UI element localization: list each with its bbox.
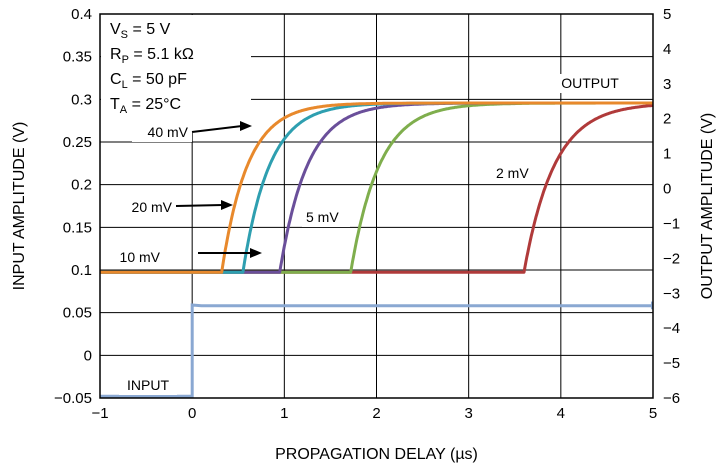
- annotation-od40: 40 mV: [148, 124, 189, 140]
- y-tick-label-left: 0.2: [71, 177, 92, 194]
- y-tick-label-left: 0.4: [71, 6, 92, 23]
- condition-value: = 25°C: [127, 96, 181, 113]
- y-tick-label-right: −4: [663, 320, 680, 337]
- y-tick-label-right: 4: [663, 41, 671, 58]
- y-tick-label-left: 0: [84, 347, 92, 364]
- condition-subscript: S: [121, 29, 128, 41]
- y-tick-label-left: 0.15: [63, 219, 92, 236]
- condition-value: = 5 V: [128, 21, 171, 38]
- y-tick-label-left: 0.35: [63, 49, 92, 66]
- y-tick-label-right: −3: [663, 285, 680, 302]
- y-axis-title-right: OUTPUT AMPLITUDE (V): [699, 113, 716, 299]
- y-tick-label-left: 0.05: [63, 305, 92, 322]
- x-tick-label: 3: [464, 405, 472, 422]
- condition-subscript: P: [122, 54, 129, 66]
- annotation-backdrop: [492, 164, 538, 183]
- x-tick-label: 4: [557, 405, 565, 422]
- annotation-backdrop: [119, 376, 177, 395]
- annotation-arrowhead: [221, 200, 233, 210]
- condition-line: VS = 5 V: [110, 21, 171, 41]
- annotation-arrow-shaft: [175, 204, 224, 207]
- condition-value: = 50 pF: [128, 71, 187, 88]
- y-tick-label-right: 1: [663, 146, 671, 163]
- annotation-input: INPUT: [127, 377, 169, 393]
- annotation-backdrop: [116, 198, 176, 217]
- annotation-backdrop: [132, 123, 192, 142]
- y-tick-label-left: 0.25: [63, 134, 92, 151]
- y-tick-label-right: 3: [663, 76, 671, 93]
- conditions-box: [101, 15, 251, 133]
- x-tick-label: 1: [280, 405, 288, 422]
- annotation-od2: 2 mV: [496, 165, 529, 181]
- annotations: OUTPUT INPUT 40 mV 20 mV 10 mV 5 mV 2 mV: [104, 74, 625, 395]
- series-layer: [99, 101, 654, 398]
- x-tick-label: 2: [372, 405, 380, 422]
- condition-line: RP = 5.1 kΩ: [110, 46, 194, 66]
- condition-symbol: T: [110, 96, 120, 113]
- y-tick-label-right: 5: [663, 6, 671, 23]
- annotation-arrowhead: [250, 248, 262, 258]
- plot-frame: [99, 13, 654, 399]
- condition-subscript: A: [120, 104, 128, 116]
- y-tick-label-right: 0: [663, 181, 671, 198]
- condition-value: = 5.1 kΩ: [129, 46, 194, 63]
- condition-symbol: R: [110, 46, 122, 63]
- condition-symbol: V: [110, 21, 121, 38]
- annotation-backdrop: [555, 74, 625, 93]
- condition-subscript: L: [122, 79, 128, 91]
- y-axis-title-left: INPUT AMPLITUDE (V): [11, 122, 28, 291]
- annotation-od5: 5 mV: [306, 209, 339, 225]
- annotation-output: OUTPUT: [561, 75, 619, 91]
- condition-line: TA = 25°C: [110, 96, 181, 116]
- annotation-arrowhead: [240, 121, 252, 131]
- condition-line: CL = 50 pF: [110, 71, 187, 91]
- y-tick-label-right: −1: [663, 215, 680, 232]
- x-tick-label: 5: [649, 405, 657, 422]
- y-tick-label-left: 0.3: [71, 91, 92, 108]
- annotation-backdrop: [104, 248, 164, 267]
- y-tick-label-right: −6: [663, 390, 680, 407]
- x-axis-title: PROPAGATION DELAY (µs): [275, 446, 478, 463]
- y-tick-label-left: −0.05: [54, 390, 92, 407]
- tick-labels: −1 0 1 2 3 4 5 −0.05 0 0.05 0.1 0.15 0.2 0.25 0.3 0.35 0…: [54, 6, 680, 422]
- y-tick-label-right: −5: [663, 355, 680, 372]
- x-tick-label: 0: [188, 405, 196, 422]
- annotation-od20: 20 mV: [132, 199, 173, 215]
- conditions: VS = 5 V RP = 5.1 kΩ CL = 50 pF TA = 25°C: [110, 21, 194, 116]
- input-series-line: [100, 303, 653, 398]
- x-tick-label: −1: [91, 405, 108, 422]
- annotation-od10: 10 mV: [120, 249, 161, 265]
- annotation-arrow-shaft: [191, 125, 243, 133]
- y-tick-label-right: −2: [663, 250, 680, 267]
- y-tick-label-left: 0.1: [71, 262, 92, 279]
- annotation-backdrop: [302, 208, 350, 227]
- y-tick-label-right: 2: [663, 111, 671, 128]
- condition-symbol: C: [110, 71, 122, 88]
- output-series-line: [99, 101, 654, 274]
